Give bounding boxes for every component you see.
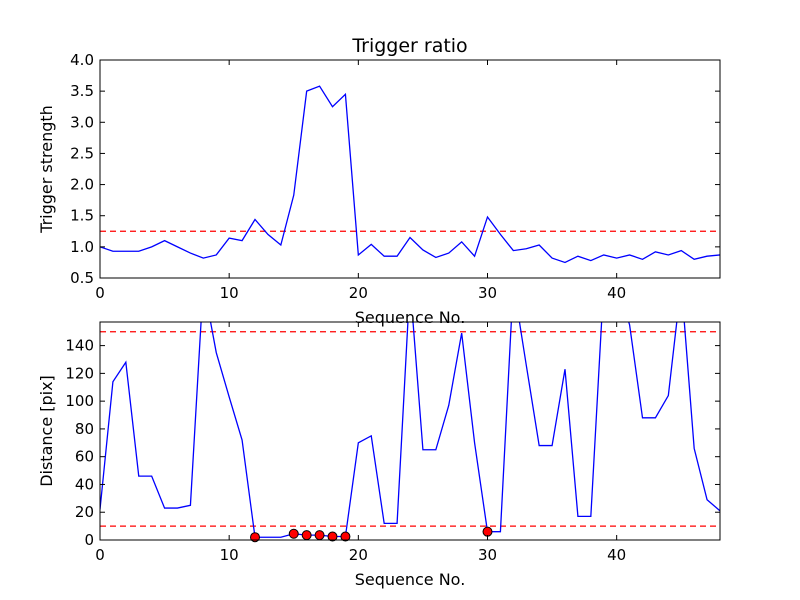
x-axis-label: Sequence No. xyxy=(355,308,466,327)
plot-area xyxy=(100,85,720,264)
x-tick-label: 30 xyxy=(478,284,497,302)
y-tick-label: 100 xyxy=(65,392,94,410)
y-tick-label: 140 xyxy=(65,337,94,355)
x-tick-label: 10 xyxy=(220,284,239,302)
y-tick-label: 60 xyxy=(75,448,94,466)
x-tick-label: 30 xyxy=(478,546,497,564)
highlight-marker xyxy=(288,528,299,539)
x-tick-label: 0 xyxy=(95,546,105,564)
y-tick-label: 0 xyxy=(84,531,94,549)
distance-panel: 0 10 20 30 40 0 20 40 60 80 100 120 140 Sequence No. D… xyxy=(37,321,721,589)
y-axis-label: Trigger strength xyxy=(37,105,56,234)
highlight-marker xyxy=(301,530,312,541)
highlight-marker xyxy=(327,531,338,542)
x-tick-label: 20 xyxy=(349,546,368,564)
trigger-ratio-panel: 0 10 20 30 40 0.5 1.0 1.5 2.0 2.5 3.0 3.5 4.0 Sequenc… xyxy=(37,35,721,327)
y-tick-label: 2.5 xyxy=(70,144,94,162)
y-tick-label: 80 xyxy=(75,420,94,438)
highlight-marker xyxy=(314,530,325,541)
plot-area xyxy=(100,322,720,538)
y-tick-label: 2.0 xyxy=(70,176,94,194)
highlight-marker xyxy=(250,532,260,543)
x-tick-label: 40 xyxy=(607,284,626,302)
chart-title: Trigger ratio xyxy=(351,35,467,57)
x-tick-label: 0 xyxy=(95,284,105,302)
x-tick-label: 20 xyxy=(349,284,368,302)
x-tick-label: 10 xyxy=(220,546,239,564)
y-tick-label: 0.5 xyxy=(70,269,94,287)
y-axis-label: Distance [pix] xyxy=(37,375,56,487)
highlight-marker xyxy=(482,526,493,537)
x-tick-label: 40 xyxy=(607,546,626,564)
series-line xyxy=(100,85,720,264)
plot-frame xyxy=(99,59,721,279)
y-tick-label: 1.5 xyxy=(70,207,94,225)
y-tick-label: 40 xyxy=(75,475,94,493)
y-tick-label: 1.0 xyxy=(70,238,94,256)
y-tick-label: 120 xyxy=(65,364,94,382)
y-tick-label: 3.5 xyxy=(70,82,94,100)
highlight-marker xyxy=(340,531,351,542)
x-axis-label: Sequence No. xyxy=(355,570,466,589)
plot-frame xyxy=(99,321,721,541)
y-tick-label: 3.0 xyxy=(70,113,94,131)
y-tick-label: 4.0 xyxy=(70,51,94,69)
y-tick-label: 20 xyxy=(75,503,94,521)
